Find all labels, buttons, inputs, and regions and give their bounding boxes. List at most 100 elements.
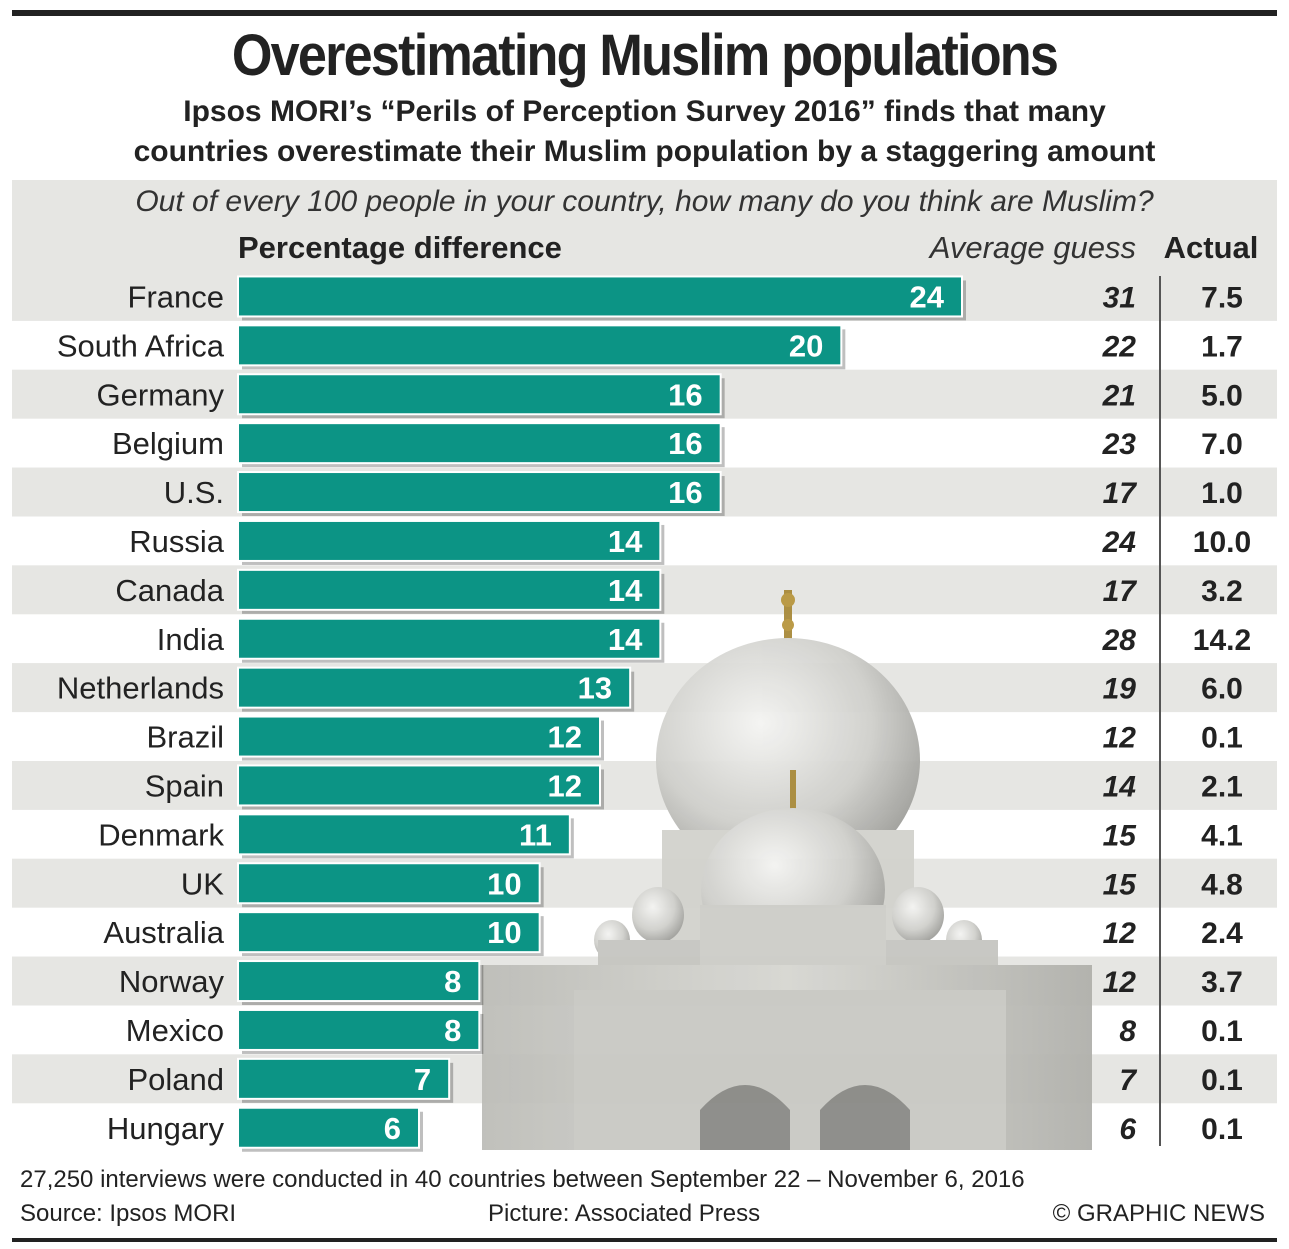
- average-guess-value: 6: [1119, 1113, 1136, 1146]
- actual-value: 7.5: [1201, 281, 1243, 314]
- country-label: Denmark: [98, 817, 224, 852]
- country-label: South Africa: [57, 328, 225, 363]
- average-guess-value: 15: [1103, 868, 1138, 901]
- bar-value-label: 13: [578, 671, 612, 706]
- bar-value-label: 8: [444, 1013, 461, 1048]
- bar: [237, 568, 662, 611]
- footer-note: 27,250 interviews were conducted in 40 c…: [20, 1166, 1025, 1193]
- actual-value: 1.0: [1201, 477, 1243, 510]
- bar: [237, 1057, 451, 1100]
- actual-value: 0.1: [1201, 722, 1243, 755]
- actual-value: 14.2: [1193, 624, 1251, 657]
- actual-value: 3.2: [1201, 575, 1243, 608]
- country-label: Australia: [103, 915, 224, 950]
- bar: [237, 373, 722, 416]
- bar-value-label: 16: [668, 377, 702, 412]
- average-guess-value: 31: [1103, 281, 1136, 314]
- chart-title: Overestimating Muslim populations: [231, 23, 1059, 88]
- bar-value-label: 14: [608, 573, 643, 608]
- header-actual: Actual: [1163, 230, 1259, 265]
- actual-value: 4.8: [1201, 868, 1243, 901]
- actual-value: 0.1: [1201, 1064, 1243, 1097]
- bar: [237, 1106, 420, 1149]
- bar-value-label: 20: [789, 328, 823, 363]
- average-guess-value: 22: [1102, 330, 1137, 363]
- bar-value-label: 12: [548, 720, 582, 755]
- bar: [237, 1008, 481, 1051]
- country-label: Brazil: [146, 720, 224, 755]
- actual-value: 1.7: [1201, 330, 1243, 363]
- actual-value: 7.0: [1201, 428, 1243, 461]
- actual-value: 4.1: [1201, 819, 1243, 852]
- bar: [237, 471, 722, 514]
- actual-value: 2.4: [1201, 917, 1243, 950]
- bar-value-label: 11: [519, 817, 552, 852]
- country-label: Belgium: [112, 426, 224, 461]
- footer-graphic-news: © GRAPHIC NEWS: [1052, 1200, 1265, 1227]
- country-label: Mexico: [126, 1013, 224, 1048]
- actual-value: 3.7: [1201, 966, 1243, 999]
- actual-value: 6.0: [1201, 673, 1243, 706]
- footer-source: Source: Ipsos MORI: [20, 1200, 237, 1227]
- country-label: Canada: [115, 573, 224, 608]
- country-label: Poland: [127, 1062, 224, 1097]
- bar-value-label: 12: [548, 768, 582, 803]
- country-label: Norway: [119, 964, 225, 999]
- actual-value: 0.1: [1201, 1113, 1243, 1146]
- average-guess-value: 12: [1103, 966, 1137, 999]
- subtitle-line-1: Ipsos MORI’s “Perils of Perception Surve…: [183, 95, 1106, 128]
- bar-value-label: 24: [910, 279, 945, 314]
- average-guess-value: 19: [1103, 673, 1137, 706]
- subtitle-line-2: countries overestimate their Muslim popu…: [133, 135, 1156, 168]
- mosque-picture: [482, 590, 1092, 1150]
- header-average-guess: Average guess: [929, 230, 1136, 265]
- bar-value-label: 16: [668, 475, 702, 510]
- country-label: U.S.: [164, 475, 224, 510]
- bar-value-label: 14: [608, 622, 643, 657]
- actual-value: 5.0: [1201, 379, 1243, 412]
- bar: [237, 666, 632, 709]
- country-label: Hungary: [107, 1111, 225, 1146]
- bar: [237, 862, 541, 905]
- average-guess-value: 24: [1102, 526, 1137, 559]
- average-guess-value: 14: [1103, 770, 1137, 803]
- country-label: Germany: [97, 377, 225, 412]
- row-background: [12, 761, 1277, 810]
- country-label: France: [128, 279, 224, 314]
- bar: [237, 813, 571, 856]
- bar: [237, 960, 481, 1003]
- bar: [237, 519, 662, 562]
- bar-value-label: 7: [414, 1062, 431, 1097]
- survey-question: Out of every 100 people in your country,…: [135, 185, 1154, 218]
- average-guess-value: 17: [1103, 477, 1138, 510]
- bar-value-label: 6: [384, 1111, 401, 1146]
- average-guess-value: 28: [1102, 624, 1137, 657]
- country-label: India: [157, 622, 225, 657]
- row-background: [12, 712, 1277, 761]
- actual-value: 2.1: [1201, 770, 1243, 803]
- average-guess-value: 8: [1119, 1015, 1136, 1048]
- country-label: UK: [181, 866, 224, 901]
- bar: [237, 275, 963, 318]
- row-background: [12, 663, 1277, 713]
- header-percentage-difference: Percentage difference: [238, 230, 562, 265]
- average-guess-value: 21: [1102, 379, 1136, 412]
- actual-value: 10.0: [1193, 526, 1251, 559]
- bar-value-label: 16: [668, 426, 702, 461]
- actual-value: 0.1: [1201, 1015, 1243, 1048]
- bar-value-label: 14: [608, 524, 643, 559]
- average-guess-value: 17: [1103, 575, 1138, 608]
- footer-picture-credit: Picture: Associated Press: [488, 1200, 761, 1227]
- average-guess-value: 7: [1119, 1064, 1137, 1097]
- bars: 24 France 31 7.5 20 South Africa 22 1.7 16 German…: [57, 275, 1251, 1152]
- bottom-rule: [12, 1238, 1277, 1242]
- top-rule: [12, 10, 1277, 16]
- bar: [237, 764, 601, 807]
- country-label: Netherlands: [57, 671, 224, 706]
- country-label: Russia: [129, 524, 225, 559]
- bar: [237, 715, 601, 758]
- bar-value-label: 8: [444, 964, 461, 999]
- bar: [237, 911, 541, 954]
- bar-value-label: 10: [487, 915, 521, 950]
